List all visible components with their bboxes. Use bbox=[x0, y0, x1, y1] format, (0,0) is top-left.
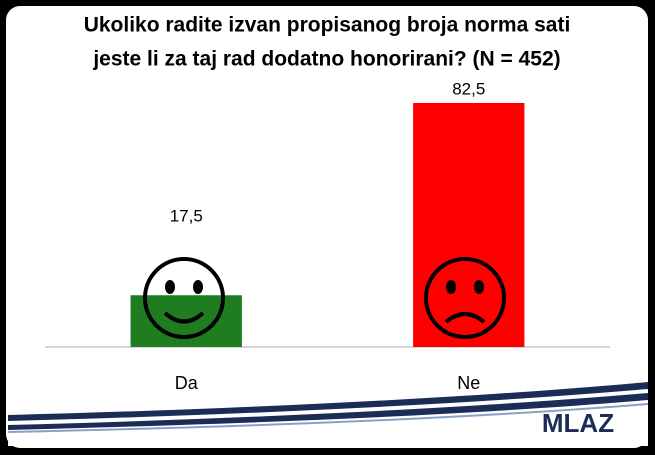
sad-face bbox=[424, 257, 506, 339]
footer-wave bbox=[7, 382, 649, 446]
logo: MLAZ bbox=[542, 408, 614, 438]
title: Ukoliko radite izvan propisanog broja no… bbox=[84, 14, 571, 71]
chart-title: Ukoliko radite izvan propisanog broja no… bbox=[84, 14, 571, 37]
value-label: 82,5 bbox=[452, 79, 485, 98]
value-label: 17,5 bbox=[170, 207, 203, 226]
chart-title: jeste li za taj rad dodatno honorirani? … bbox=[92, 48, 560, 71]
happy-face bbox=[143, 257, 225, 339]
x-tick-label: Da bbox=[175, 373, 199, 393]
x-tick-label: Ne bbox=[457, 373, 480, 393]
bar bbox=[413, 103, 525, 347]
panel bbox=[6, 6, 648, 448]
